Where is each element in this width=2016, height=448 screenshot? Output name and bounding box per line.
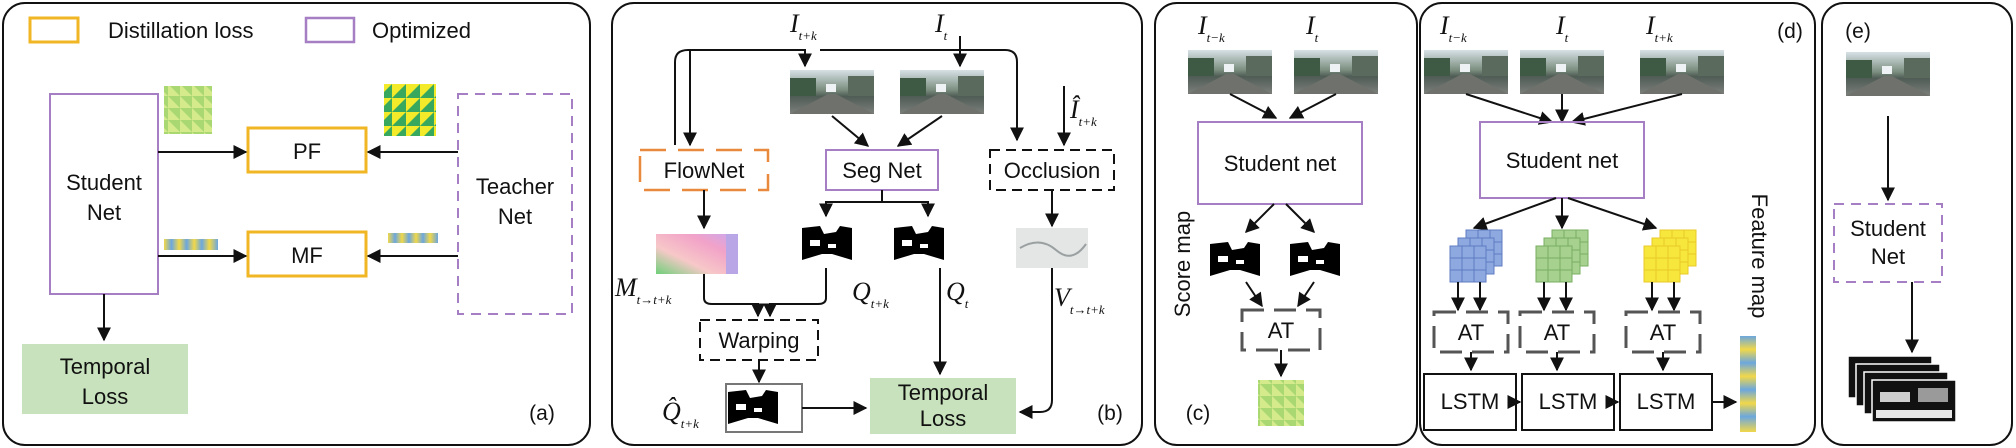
feature-map-label: Feature map xyxy=(1747,194,1772,319)
panel-a-border xyxy=(2,2,591,446)
temporal-loss-label-b-1: Temporal xyxy=(898,380,988,405)
at-label-d-2: AT xyxy=(1544,320,1570,345)
temporal-feature-strip xyxy=(1740,336,1756,432)
score-map-t-image xyxy=(1290,238,1340,282)
frame-t-image-d xyxy=(1520,50,1604,94)
panel-e-tag: (e) xyxy=(1845,20,1871,43)
label-Q-t: Qt xyxy=(946,277,969,311)
panel-c-tag: (c) xyxy=(1186,402,1211,425)
temporal-loss-label-b-2: Loss xyxy=(920,406,966,431)
student-net-label-c: Student net xyxy=(1224,151,1337,176)
teacher-pair-map-thumb xyxy=(384,84,436,136)
pf-label: PF xyxy=(293,139,321,164)
input-frame-image-e xyxy=(1846,52,1930,96)
teacher-net-box xyxy=(457,93,573,315)
feature-cube-yellow xyxy=(1643,229,1697,283)
flow-map-image xyxy=(656,234,738,274)
occlusion-label: Occlusion xyxy=(1004,158,1101,183)
segnet-label: Seg Net xyxy=(842,158,922,183)
at-box-d-1 xyxy=(1432,310,1510,354)
flownet-label: FlowNet xyxy=(664,158,745,183)
at-label-c: AT xyxy=(1268,318,1294,343)
lstm-label-2: LSTM xyxy=(1539,389,1598,414)
frame-t-plus-k-image-d xyxy=(1640,50,1724,94)
label-I-t-minus-k-d: It−k xyxy=(1439,11,1467,45)
temporal-loss-box-a xyxy=(22,344,188,414)
lstm-label-1: LSTM xyxy=(1441,389,1500,414)
label-M-t-to-t-plus-k: Mt→t+k xyxy=(614,273,672,307)
student-net-label-e-1: Student xyxy=(1850,216,1926,241)
frame-t-image-c xyxy=(1294,50,1378,94)
legend-distillation-swatch xyxy=(28,16,80,44)
label-V-t-to-t-plus-k: Vt→t+k xyxy=(1054,283,1105,317)
legend-distillation-label: Distillation loss xyxy=(108,18,254,43)
pf-box xyxy=(246,126,368,174)
segmentation-t-plus-k-image xyxy=(802,222,852,266)
segmentation-t-image xyxy=(894,222,944,266)
score-map-t-minus-k-image xyxy=(1210,238,1260,282)
at-box-c xyxy=(1240,308,1322,352)
lstm-label-3: LSTM xyxy=(1637,389,1696,414)
student-pair-map-thumb xyxy=(164,86,212,134)
mf-label: MF xyxy=(291,243,323,268)
label-I-t-d: It xyxy=(1555,11,1569,45)
student-net-box-c xyxy=(1197,121,1363,205)
label-I-t-plus-k-b: It+k xyxy=(789,9,817,43)
student-feature-strip xyxy=(164,239,218,250)
panel-d-tag: (d) xyxy=(1777,20,1803,43)
panel-c-border xyxy=(1154,2,1418,446)
temporal-loss-box-b xyxy=(870,378,1016,434)
pair-affinity-map-thumb-c xyxy=(1258,380,1304,426)
feature-cube-green xyxy=(1535,229,1589,283)
legend-optimized-swatch xyxy=(304,16,356,44)
panel-b-tag: (b) xyxy=(1097,402,1123,425)
warped-segmentation-image xyxy=(728,386,778,430)
frame-t-minus-k-image-c xyxy=(1188,50,1272,94)
temporal-loss-label-a-2: Loss xyxy=(82,384,128,409)
at-box-d-2 xyxy=(1518,310,1596,354)
student-net-label-a-1: Student xyxy=(66,170,142,195)
label-I-t-minus-k-c: It−k xyxy=(1197,11,1225,45)
feature-cube-blue xyxy=(1449,229,1503,283)
label-I-hat-t-plus-k: Ît+k xyxy=(1069,95,1097,129)
frame-t-image-b xyxy=(900,70,984,114)
panel-e-border xyxy=(1821,2,2013,446)
student-net-box-e xyxy=(1833,203,1943,283)
frame-t-plus-k-image-b xyxy=(790,70,874,114)
teacher-net-label-2: Net xyxy=(498,204,532,229)
warping-label: Warping xyxy=(718,328,799,353)
label-I-t-plus-k-d: It+k xyxy=(1645,11,1673,45)
label-I-t-c: It xyxy=(1305,11,1319,45)
teacher-net-label-1: Teacher xyxy=(476,174,554,199)
teacher-feature-strip xyxy=(388,233,438,243)
label-I-t-b: It xyxy=(934,9,948,43)
at-label-d-1: AT xyxy=(1458,320,1484,345)
score-map-label: Score map xyxy=(1170,211,1195,317)
frame-t-minus-k-image-d xyxy=(1424,50,1508,94)
at-label-d-3: AT xyxy=(1650,320,1676,345)
temporal-loss-label-a-1: Temporal xyxy=(60,354,150,379)
label-Q-hat-t-plus-k: Q̂t+k xyxy=(662,397,699,431)
mf-box xyxy=(246,230,368,278)
student-net-label-e-2: Net xyxy=(1871,244,1905,269)
label-Q-t-plus-k: Qt+k xyxy=(852,277,889,311)
legend: Distillation loss Optimized xyxy=(28,16,471,44)
panel-a-tag: (a) xyxy=(529,402,555,425)
panel-d-border xyxy=(1419,2,1816,446)
at-box-d-3 xyxy=(1624,310,1702,354)
output-segmentation-stack xyxy=(1847,355,1957,423)
student-net-label-d: Student net xyxy=(1506,148,1619,173)
legend-optimized-label: Optimized xyxy=(372,18,471,43)
panel-b-border xyxy=(611,2,1143,446)
student-net-label-a-2: Net xyxy=(87,200,121,225)
